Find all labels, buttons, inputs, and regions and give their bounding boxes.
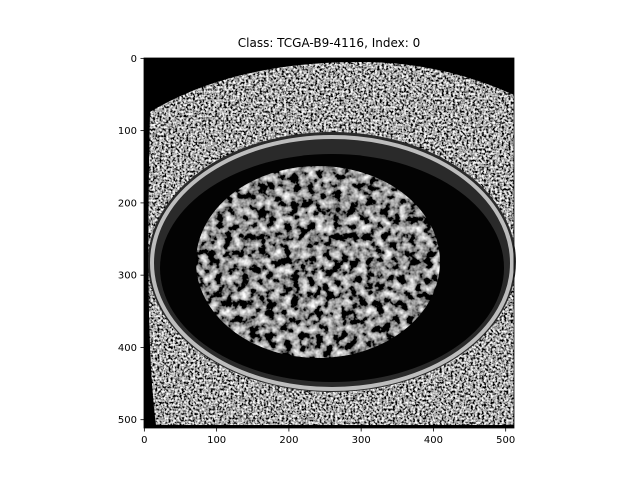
bright-ring [150,135,514,391]
x-tick-label: 200 [279,435,298,446]
image [144,58,516,428]
x-tick-label: 500 [496,435,515,446]
y-tick-label: 500 [118,415,137,426]
axes: 0 100 200 300 400 500 0 100 200 300 400 500 [118,54,515,446]
chart-title: Class: TCGA-B9-4116, Index: 0 [238,36,420,50]
y-tick-label: 0 [131,54,137,65]
y-tick-label: 300 [118,271,137,282]
x-tick-label: 400 [424,435,443,446]
y-tick-label: 100 [118,126,137,137]
x-tick-label: 100 [207,435,226,446]
y-tick-label: 400 [118,343,137,354]
x-tick-label: 300 [352,435,371,446]
organ-region [196,166,440,358]
y-tick-label: 200 [118,198,137,209]
axes-frame [143,57,515,429]
x-tick-label: 0 [141,435,147,446]
organ-texture [196,166,440,358]
